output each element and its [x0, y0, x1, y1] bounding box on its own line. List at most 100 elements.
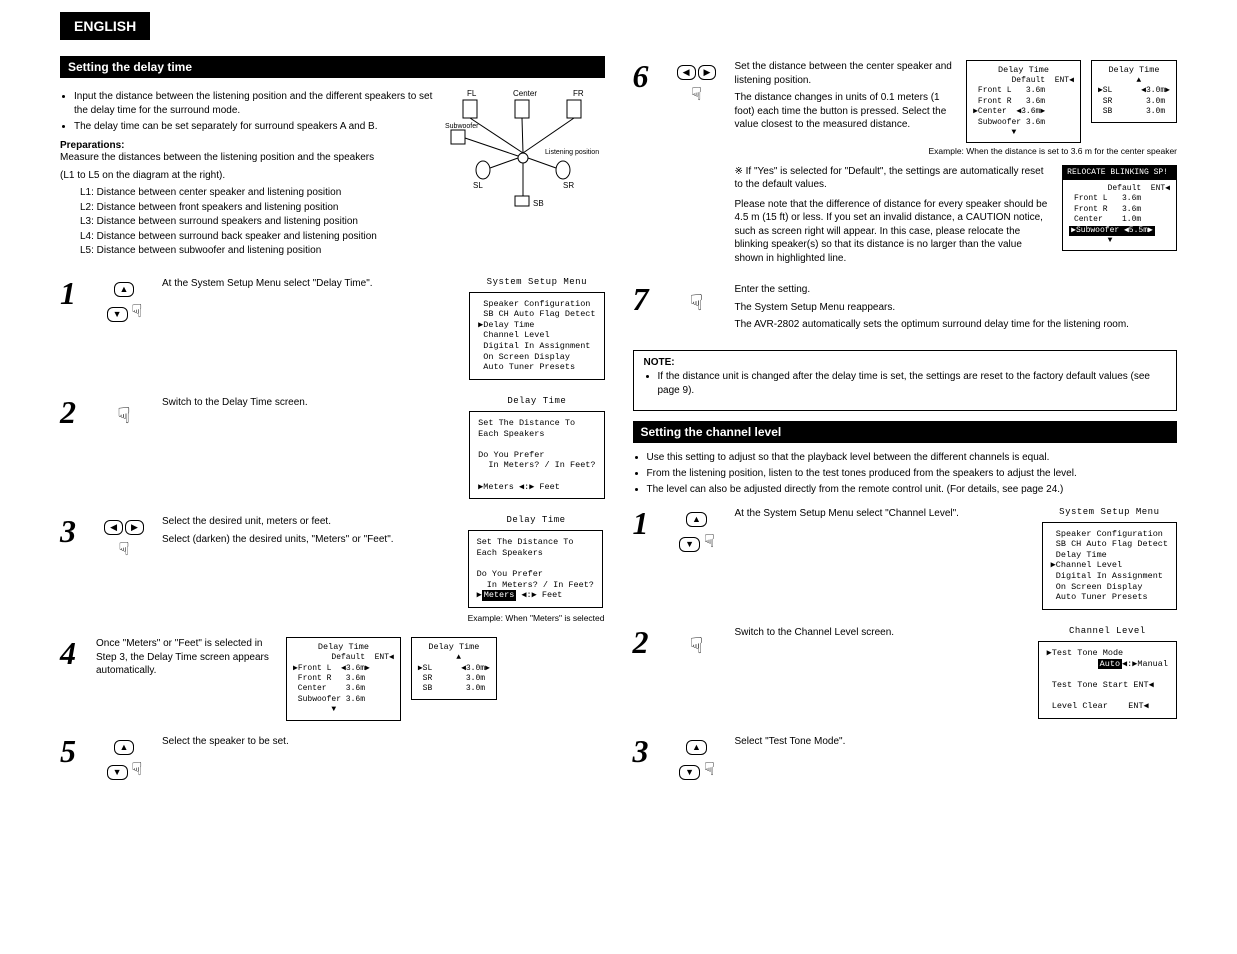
step-icons: ☟ — [669, 626, 725, 659]
osd-title: Delay Time — [468, 515, 605, 525]
osd-content: RELOCATE BLINKING SP! Default ENT◀ Front… — [1062, 165, 1177, 252]
step-icons: ▲ ▼ ☟ — [96, 277, 152, 323]
step-number: 3 — [60, 515, 86, 547]
step-body: Once "Meters" or "Feet" is selected in S… — [96, 637, 276, 682]
bullet: The delay time can be set separately for… — [74, 120, 433, 134]
step-number: 4 — [60, 637, 86, 669]
osd-screen: Delay Time Set The Distance To Each Spea… — [468, 515, 605, 623]
press-hand-icon: ☟ — [119, 539, 130, 560]
step-number: 3 — [633, 735, 659, 767]
step-text: Select (darken) the desired units, "Mete… — [162, 533, 458, 547]
down-button-icon: ▼ — [107, 765, 128, 780]
step-icons: ▲ ▼ ☟ — [669, 735, 725, 781]
osd-title: System Setup Menu — [1042, 507, 1177, 517]
svg-text:Center: Center — [513, 89, 537, 98]
osd-screen: System Setup Menu Speaker Configuration … — [469, 277, 604, 382]
preparations-heading: Preparations: — [60, 140, 433, 151]
osd-content: Delay Time ▲ ▶SL ◀3.0m▶ SR 3.0m SB 3.0m — [411, 637, 497, 700]
up-button-icon: ▲ — [686, 740, 707, 755]
note-box: NOTE: If the distance unit is changed af… — [633, 350, 1178, 411]
osd-screen: Delay Time ▲ ▶SL ◀3.0m▶ SR 3.0m SB 3.0m — [411, 637, 497, 700]
note-text: If the distance unit is changed after th… — [658, 370, 1167, 398]
step-icons: ◀▶ ☟ — [669, 60, 725, 105]
left-button-icon: ◀ — [677, 65, 696, 80]
osd-content: Speaker Configuration SB CH Auto Flag De… — [469, 292, 604, 380]
step-4: 4 Once "Meters" or "Feet" is selected in… — [60, 637, 605, 720]
list-item: L4: Distance between surround back speak… — [80, 230, 433, 245]
osd-content: Speaker Configuration SB CH Auto Flag De… — [1042, 522, 1177, 610]
step-6: 6 ◀▶ ☟ Set the distance between the cent… — [633, 60, 1178, 269]
speaker-layout-svg: FL Center FR Subwoofer SL SR — [445, 86, 605, 216]
step-body: Select the desired unit, meters or feet.… — [162, 515, 458, 550]
step-body: Select the speaker to be set. — [162, 735, 605, 753]
delay-bullets: Input the distance between the listening… — [74, 90, 433, 134]
osd-title: Delay Time — [469, 396, 604, 406]
list-item: L5: Distance between subwoofer and liste… — [80, 244, 433, 259]
step-number: 2 — [60, 396, 86, 428]
highlighted-line: ▶Subwoofer ◀5.5m▶ — [1069, 226, 1155, 236]
step-body: Set the distance between the center spea… — [735, 60, 1178, 269]
step-7: 7 ☟ Enter the setting. The System Setup … — [633, 283, 1178, 336]
step-number: 1 — [633, 507, 659, 539]
osd-content: Delay Time Default ENT◀ ▶Front L ◀3.6m▶ … — [286, 637, 401, 720]
step-body: Switch to the Delay Time screen. — [162, 396, 459, 414]
step-number: 1 — [60, 277, 86, 309]
bullet: From the listening position, listen to t… — [647, 467, 1178, 481]
osd-screen: Delay Time Default ENT◀ ▶Front L ◀3.6m▶ … — [286, 637, 401, 720]
speaker-diagram: FL Center FR Subwoofer SL SR — [445, 86, 605, 218]
step-text: Select the desired unit, meters or feet. — [162, 515, 458, 529]
osd-content: Delay Time ▲ ▶SL ◀3.0m▶ SR 3.0m SB 3.0m — [1091, 60, 1177, 123]
step-icons: ☟ — [96, 396, 152, 429]
osd-content: Delay Time Default ENT◀ Front L 3.6m Fro… — [966, 60, 1081, 143]
selected-option: Auto — [1098, 659, 1122, 670]
up-button-icon: ▲ — [114, 282, 135, 297]
dual-osd: Delay Time Default ENT◀ ▶Front L ◀3.6m▶ … — [286, 637, 497, 720]
svg-text:FL: FL — [467, 89, 477, 98]
step-5: 5 ▲ ▼ ☟ Select the speaker to be set. — [60, 735, 605, 781]
distance-list: L1: Distance between center speaker and … — [80, 186, 433, 259]
intro-with-diagram: Input the distance between the listening… — [60, 86, 605, 267]
step-text: The distance changes in units of 0.1 met… — [735, 91, 957, 132]
step-icons: ◀▶ ☟ — [96, 515, 152, 560]
left-column: Setting the delay time Input the distanc… — [60, 50, 605, 795]
two-column-layout: Setting the delay time Input the distanc… — [60, 50, 1177, 795]
caption: Example: When "Meters" is selected — [468, 613, 605, 623]
bullet: Input the distance between the listening… — [74, 90, 433, 118]
step-text: At the System Setup Menu select "Delay T… — [162, 277, 459, 291]
step-text: Switch to the Delay Time screen. — [162, 396, 459, 410]
section-delay-time-header: Setting the delay time — [60, 56, 605, 78]
caution-bar: RELOCATE BLINKING SP! — [1063, 166, 1176, 180]
language-tab: ENGLISH — [60, 12, 150, 40]
right-button-icon: ▶ — [125, 520, 144, 535]
note-heading: NOTE: — [644, 357, 675, 368]
step-body: Enter the setting. The System Setup Menu… — [735, 283, 1178, 336]
svg-text:FR: FR — [573, 89, 584, 98]
step-text: Set the distance between the center spea… — [735, 60, 957, 87]
osd-screen: System Setup Menu Speaker Configuration … — [1042, 507, 1177, 612]
step-2: 2 ☟ Switch to the Delay Time screen. Del… — [60, 396, 605, 501]
list-item: L2: Distance between front speakers and … — [80, 201, 433, 216]
prep-intro: (L1 to L5 on the diagram at the right). — [60, 169, 433, 183]
osd-content: Set The Distance To Each Speakers Do You… — [469, 411, 604, 499]
right-column: 6 ◀▶ ☟ Set the distance between the cent… — [633, 50, 1178, 795]
step-3: 3 ◀▶ ☟ Select the desired unit, meters o… — [60, 515, 605, 623]
channel-bullets: Use this setting to adjust so that the p… — [647, 451, 1178, 497]
press-hand-icon: ☟ — [704, 531, 715, 552]
step-body: At the System Setup Menu select "Channel… — [735, 507, 1032, 525]
bullet: The level can also be adjusted directly … — [647, 483, 1178, 497]
osd-screen: Delay Time ▲ ▶SL ◀3.0m▶ SR 3.0m SB 3.0m — [1091, 60, 1177, 123]
osd-screen: Delay Time Set The Distance To Each Spea… — [469, 396, 604, 501]
press-hand-icon: ☟ — [690, 633, 703, 659]
osd-title: Channel Level — [1038, 626, 1177, 636]
svg-text:Subwoofer: Subwoofer — [445, 123, 479, 130]
page: ENGLISH Setting the delay time Input the… — [0, 0, 1237, 825]
step-text: ※ If "Yes" is selected for "Default", th… — [735, 165, 1053, 192]
press-hand-icon: ☟ — [691, 84, 702, 105]
step-number: 2 — [633, 626, 659, 658]
osd-screen-caution: RELOCATE BLINKING SP! Default ENT◀ Front… — [1062, 165, 1177, 252]
channel-step-1: 1 ▲ ▼ ☟ At the System Setup Menu select … — [633, 507, 1178, 612]
press-hand-icon: ☟ — [704, 759, 715, 780]
step-body: At the System Setup Menu select "Delay T… — [162, 277, 459, 295]
osd-screen: Delay Time Default ENT◀ Front L 3.6m Fro… — [966, 60, 1081, 143]
section-channel-level-header: Setting the channel level — [633, 421, 1178, 443]
